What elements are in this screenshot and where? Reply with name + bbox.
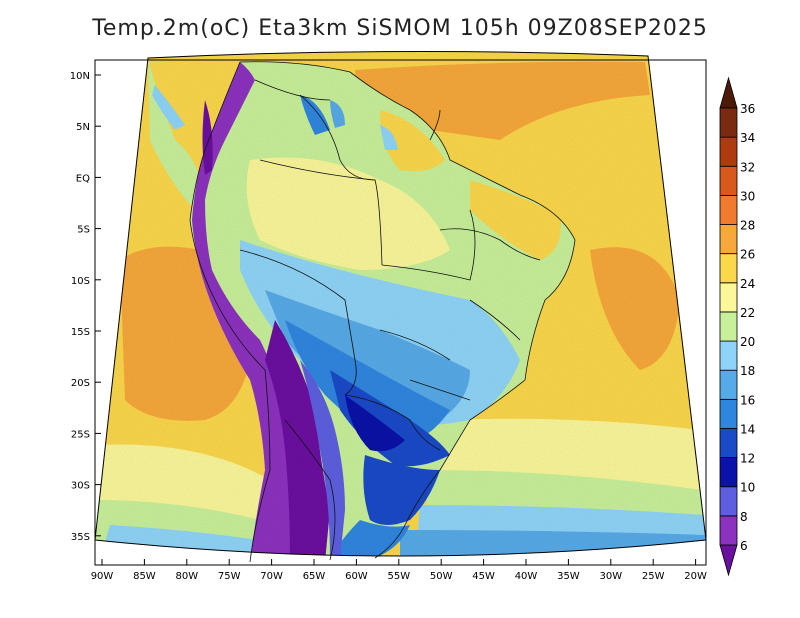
lon-tick-label: 50W [430,571,453,582]
lon-tick-label: 25W [642,571,665,582]
colorbar-box [719,253,738,284]
colorbar-min-triangle [719,544,738,577]
lat-tick-label: 10N [70,71,90,82]
lon-tick-label: 90W [91,571,114,582]
lon-tick-label: 55W [387,571,410,582]
temperature-field [95,51,706,557]
colorbar-box [719,194,738,225]
lon-tick-label: 65W [303,571,326,582]
colorbar-box [719,340,738,371]
colorbar-label: 18 [740,364,755,378]
colorbar-label: 36 [740,102,755,116]
lon-tick-label: 60W [345,571,368,582]
colorbar-box [719,428,738,459]
colorbar-label: 14 [740,422,755,436]
lon-tick-label: 45W [472,571,495,582]
lat-tick-label: 25S [71,429,90,440]
map-title: Temp.2m(oC) Eta3km SiSMOM 105h 09Z08SEP2… [92,16,708,41]
colorbar-box [719,107,738,138]
lat-tick-label: 15S [71,327,90,338]
lon-tick-label: 30W [599,571,622,582]
colorbar-label: 16 [740,393,755,407]
lat-tick-label: 20S [71,378,90,389]
lon-tick-label: 20W [684,571,707,582]
colorbar-box [719,282,738,313]
plot-frame [94,59,707,566]
lon-tick-label: 40W [515,571,538,582]
lat-tick-label: 30S [71,481,90,492]
lat-tick-label: 5N [76,122,90,133]
colorbar-label: 12 [740,452,755,466]
colorbar-box [719,165,738,196]
colorbar-label: 32 [740,160,755,174]
colorbar-label: 30 [740,189,755,203]
colorbar-box [719,369,738,400]
lon-tick-label: 85W [133,571,156,582]
colorbar-label: 34 [740,131,755,145]
colorbar-label: 20 [740,335,755,349]
temperature-colorbar: 6 8 10 12 14 16 18 20 22 24 26 28 30 32 34 36 [719,76,755,577]
political-borders [189,61,576,563]
colorbar-label: 6 [740,539,748,553]
colorbar-box [719,486,738,517]
lon-tick-label: 35W [557,571,580,582]
colorbar-label: 24 [740,277,755,291]
colorbar-box [719,515,738,546]
colorbar-max-triangle [719,76,738,109]
lat-tick-label: 35S [71,532,90,543]
colorbar-box [719,224,738,255]
lon-tick-label: 80W [175,571,198,582]
lat-tick-label: 5S [77,225,90,236]
colorbar-box [719,457,738,488]
lon-tick-label: 70W [260,571,283,582]
colorbar-box [719,398,738,429]
colorbar-box [719,136,738,167]
latitude-axis: 10N 5N EQ 5S 10S 15S 20S 25S 30S 35S [70,71,101,543]
domain-frame [94,50,707,557]
colorbar-label: 28 [740,219,755,233]
lat-tick-label: 10S [71,276,90,287]
colorbar-label: 10 [740,481,755,495]
colorbar-label: 8 [740,510,748,524]
longitude-axis: 90W 85W 80W 75W 70W 65W 60W 55W 50W 45W 40W 35W 30W 2… [91,559,707,582]
colorbar-label: 22 [740,306,755,320]
colorbar-box [719,311,738,342]
colorbar-label: 26 [740,248,755,262]
lon-tick-label: 75W [218,571,241,582]
lat-tick-label: EQ [76,173,90,184]
